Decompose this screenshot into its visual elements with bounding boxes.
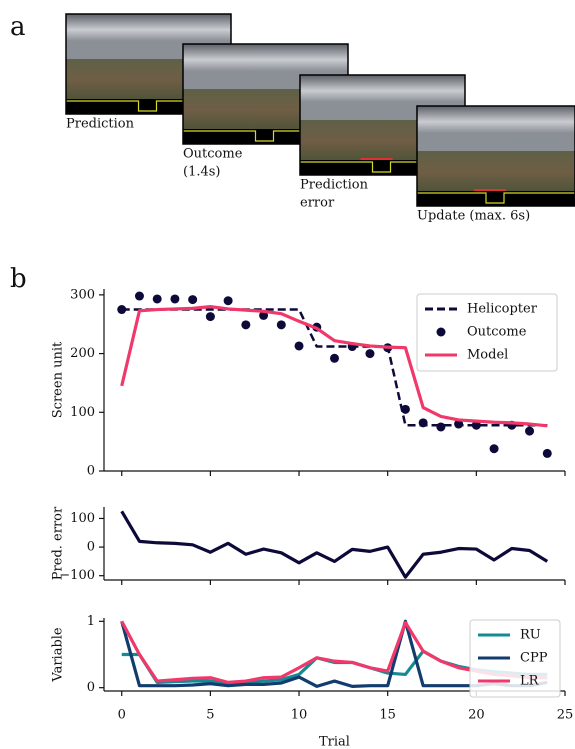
line: [120, 305, 548, 428]
panel-label: b: [10, 264, 27, 294]
y-axis-label: Screen unit: [51, 341, 66, 418]
legend-marker: [436, 327, 446, 337]
bucket: [183, 130, 348, 142]
y-tick-label: 200: [70, 346, 95, 361]
y-axis-label: Variable: [51, 627, 66, 683]
y-tick-label: 0: [87, 540, 95, 555]
y-tick-label: 300: [70, 287, 95, 302]
dot: [489, 444, 499, 454]
legend-label: LR: [520, 674, 540, 689]
legend-label: CPP: [520, 651, 548, 666]
x-axis-label: Trial: [319, 735, 350, 749]
frame-caption: Outcome: [183, 147, 243, 162]
frame-caption: Update (max. 6s): [417, 209, 530, 224]
bucket: [66, 100, 231, 112]
y-tick-label: −100: [59, 568, 95, 583]
dot: [330, 353, 339, 363]
panel-label: a: [10, 12, 26, 42]
frame-caption: Prediction: [300, 178, 369, 193]
frame-caption: Prediction: [66, 117, 135, 132]
dot: [400, 404, 410, 414]
line: [120, 510, 549, 579]
dot: [170, 294, 180, 304]
legend-label: Model: [467, 348, 508, 363]
dot: [454, 419, 464, 429]
bucket: [300, 161, 465, 173]
dot: [188, 295, 198, 305]
frame-bar: [417, 191, 575, 206]
y-tick-label: 0: [87, 680, 95, 695]
dot: [542, 448, 552, 458]
legend-label: RU: [520, 628, 541, 643]
dot: [294, 341, 304, 351]
legend-label: Helicopter: [467, 302, 538, 317]
dot: [134, 291, 144, 301]
dot: [365, 349, 375, 359]
x-tick-label: 20: [468, 708, 485, 723]
x-tick-label: 0: [118, 708, 126, 723]
dot: [117, 305, 127, 315]
y-tick-label: 1: [87, 614, 95, 629]
dot: [152, 294, 162, 304]
legend-label: Outcome: [467, 325, 527, 340]
dot: [436, 422, 446, 432]
frame-caption: (1.4s): [183, 165, 221, 180]
dot: [223, 296, 233, 306]
frame-caption: error: [300, 196, 335, 211]
dot: [241, 320, 251, 330]
legend-box: [416, 293, 558, 372]
dot: [276, 320, 286, 330]
dot: [525, 426, 535, 436]
dot: [205, 312, 215, 322]
y-tick-label: 100: [70, 511, 95, 526]
frame-sky: [417, 106, 575, 151]
dot: [418, 418, 428, 428]
y-tick-label: 100: [70, 405, 95, 420]
x-tick-label: 25: [557, 708, 574, 723]
legend-box: [469, 619, 561, 698]
y-axis-label: Pred. error: [51, 506, 66, 580]
x-tick-label: 5: [206, 708, 214, 723]
dot: [471, 420, 481, 430]
x-tick-label: 10: [291, 708, 308, 723]
y-tick-label: 0: [87, 464, 95, 479]
frame-ground: [417, 151, 575, 193]
frame-border: [416, 105, 575, 207]
x-tick-label: 15: [379, 708, 396, 723]
bucket: [417, 192, 575, 204]
